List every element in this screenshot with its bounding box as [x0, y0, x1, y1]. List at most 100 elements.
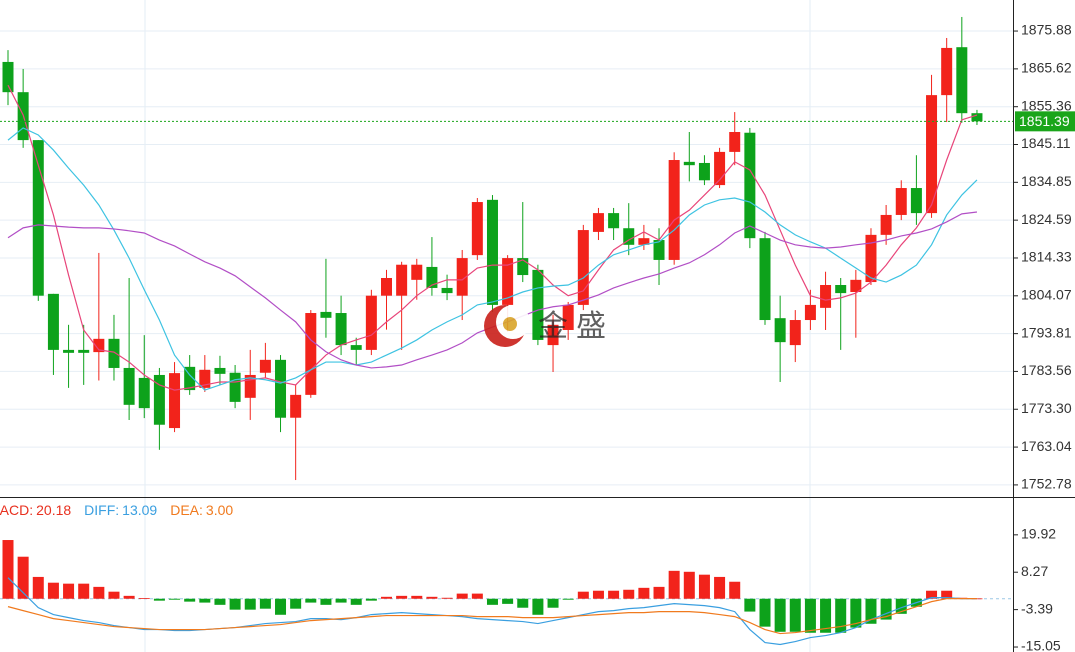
candle-body	[153, 374, 165, 425]
watermark: 金盛	[484, 305, 606, 347]
macd-bar	[78, 583, 90, 599]
candle-body	[471, 202, 483, 256]
candle-body	[63, 349, 75, 353]
candle-body	[698, 162, 710, 181]
y-tick-label: 1793.81	[1021, 324, 1072, 340]
logo	[503, 317, 517, 331]
candle-body	[502, 258, 514, 305]
macd-bar	[214, 598, 226, 605]
candle-body	[486, 199, 498, 305]
legend-label: DEA:	[170, 502, 203, 518]
macd-bar	[169, 598, 181, 600]
candle-body	[2, 61, 14, 93]
candle-body	[683, 161, 695, 166]
macd-bar	[577, 591, 589, 599]
legend-value: 13.09	[122, 502, 157, 518]
legend-value: 3.00	[206, 502, 233, 518]
macd-bar	[562, 598, 574, 600]
macd-bar	[138, 598, 150, 599]
macd-bar	[335, 598, 347, 603]
y-tick-label: 1804.07	[1021, 287, 1072, 303]
macd-bar	[835, 598, 847, 633]
candle-body	[441, 287, 453, 294]
candle-body	[93, 338, 105, 353]
macd-bar	[93, 586, 105, 599]
candle-body	[729, 131, 741, 152]
macd-bar	[153, 598, 165, 601]
candle-body	[259, 359, 271, 373]
candle-body	[275, 359, 287, 418]
last-price-box	[1015, 111, 1075, 132]
labels: 1875.88 1865.62 1855.36 1845.11 1834.85 1824.…	[0, 22, 1075, 652]
candle-body	[744, 132, 756, 239]
candle-body	[244, 374, 256, 398]
candle-body	[956, 47, 968, 114]
macd-bar	[229, 598, 241, 610]
macd-bar	[850, 598, 862, 628]
candle-body	[365, 295, 377, 350]
macd-bar	[411, 595, 423, 599]
macd-bar	[184, 598, 196, 602]
macd-bar	[895, 598, 907, 614]
macd-bar	[592, 590, 604, 599]
macd-bar	[683, 571, 695, 599]
macd-bar	[471, 593, 483, 599]
macd-bar	[759, 598, 771, 627]
macd-bar	[305, 598, 317, 603]
candle-body	[608, 213, 620, 229]
macd-bar	[47, 582, 59, 599]
macd-bar	[532, 598, 544, 615]
candle-body	[396, 264, 408, 296]
legend-entry: DIFF: 13.09	[84, 502, 157, 518]
candle-body	[532, 269, 544, 340]
candle-body	[850, 279, 862, 293]
y-tick-label: 1773.30	[1021, 400, 1072, 416]
macd-bar	[17, 556, 29, 599]
macd-bar	[744, 598, 756, 612]
macd-bar	[199, 598, 211, 603]
macd-bar	[259, 598, 271, 609]
candle-body	[108, 338, 120, 368]
candle-body	[941, 47, 953, 96]
y-tick-label: 8.27	[1021, 563, 1048, 579]
macd-bar	[804, 598, 816, 633]
candle-body	[926, 95, 938, 214]
y-tick-label: -15.05	[1021, 638, 1061, 652]
candle-body	[456, 258, 468, 296]
legend-entry: DEA: 3.00	[170, 502, 233, 518]
macd-bar	[880, 598, 892, 620]
macd-bar	[865, 598, 877, 624]
y-tick-label: 19.92	[1021, 526, 1056, 542]
candle-body	[547, 324, 559, 346]
candle-body	[229, 372, 241, 402]
macd-bar	[275, 598, 287, 615]
candle-body	[184, 366, 196, 391]
moving-average-line	[7, 84, 978, 391]
candle-body	[880, 214, 892, 235]
macd-bar	[486, 598, 498, 605]
candle-body	[759, 238, 771, 321]
candle-body	[668, 160, 680, 260]
macd-bar	[698, 574, 710, 599]
last-price-label: 1851.39	[1019, 113, 1070, 129]
macd-bar	[638, 587, 650, 599]
y-tick-label: 1763.04	[1021, 438, 1072, 454]
macd-bar	[623, 589, 635, 599]
macd-bar	[502, 598, 514, 604]
macd-bar	[441, 597, 453, 599]
macd-bar	[456, 593, 468, 599]
candle-body	[426, 266, 438, 288]
legend-label: DIFF:	[84, 502, 119, 518]
candle-body	[78, 349, 90, 353]
candle-body	[350, 345, 362, 350]
candle-body	[305, 313, 317, 395]
macd-bar	[365, 598, 377, 601]
macd-bar	[244, 598, 256, 610]
candle-body	[214, 367, 226, 374]
macd-bar	[820, 598, 832, 633]
candle-body	[623, 228, 635, 245]
candle-body	[774, 318, 786, 343]
candle-body	[895, 188, 907, 215]
